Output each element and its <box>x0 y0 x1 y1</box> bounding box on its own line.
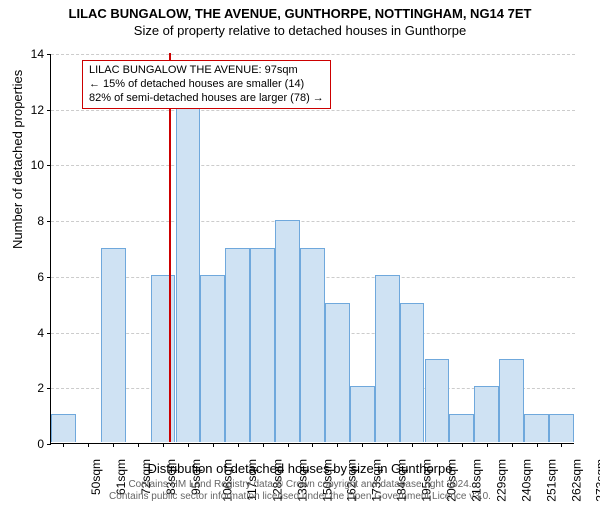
ytick-mark <box>47 165 51 166</box>
ytick-mark <box>47 333 51 334</box>
xtick-mark <box>362 443 363 447</box>
xtick-mark <box>263 443 264 447</box>
gridline <box>51 165 575 166</box>
annotation-line-2: ← 15% of detached houses are smaller (14… <box>89 78 324 92</box>
xtick-mark <box>88 443 89 447</box>
histogram-bar <box>250 248 275 443</box>
annotation-line-1: LILAC BUNGALOW THE AVENUE: 97sqm <box>89 64 324 78</box>
chart-title-address: LILAC BUNGALOW, THE AVENUE, GUNTHORPE, N… <box>0 6 600 21</box>
ytick-label: 2 <box>14 381 44 395</box>
xtick-mark <box>312 443 313 447</box>
ytick-mark <box>47 221 51 222</box>
footer-line-2: Contains public sector information licen… <box>0 491 600 503</box>
footer-attribution: Contains HM Land Registry data © Crown c… <box>0 479 600 503</box>
histogram-bar <box>200 275 225 442</box>
gridline <box>51 221 575 222</box>
histogram-chart: 0246810121450sqm61sqm72sqm83sqm95sqm106s… <box>50 54 574 444</box>
histogram-bar <box>400 303 425 442</box>
histogram-bar <box>425 359 450 442</box>
histogram-bar <box>375 275 400 442</box>
ytick-mark <box>47 388 51 389</box>
xtick-mark <box>213 443 214 447</box>
annotation-line-3: 82% of semi-detached houses are larger (… <box>89 92 324 106</box>
histogram-bar <box>151 275 176 442</box>
xtick-mark <box>462 443 463 447</box>
chart-subtitle: Size of property relative to detached ho… <box>0 23 600 38</box>
xtick-mark <box>561 443 562 447</box>
histogram-bar <box>524 414 549 442</box>
footer-line-1: Contains HM Land Registry data © Crown c… <box>0 479 600 491</box>
histogram-bar <box>474 386 499 442</box>
xtick-mark <box>437 443 438 447</box>
xtick-mark <box>188 443 189 447</box>
property-marker-line <box>169 53 171 442</box>
histogram-bar <box>449 414 474 442</box>
xtick-mark <box>113 443 114 447</box>
ytick-label: 10 <box>14 158 44 172</box>
xtick-mark <box>163 443 164 447</box>
x-axis-label: Distribution of detached houses by size … <box>0 461 600 476</box>
xtick-mark <box>63 443 64 447</box>
ytick-label: 14 <box>14 47 44 61</box>
histogram-bar <box>549 414 574 442</box>
ytick-label: 6 <box>14 270 44 284</box>
gridline <box>51 110 575 111</box>
histogram-bar <box>350 386 375 442</box>
ytick-mark <box>47 54 51 55</box>
ytick-label: 12 <box>14 103 44 117</box>
ytick-label: 0 <box>14 437 44 451</box>
histogram-bar <box>275 220 300 442</box>
histogram-bar <box>499 359 524 442</box>
annotation-box: LILAC BUNGALOW THE AVENUE: 97sqm ← 15% o… <box>82 60 331 109</box>
histogram-bar <box>51 414 76 442</box>
histogram-bar <box>101 248 126 443</box>
xtick-mark <box>138 443 139 447</box>
xtick-mark <box>337 443 338 447</box>
histogram-bar <box>325 303 350 442</box>
xtick-mark <box>512 443 513 447</box>
ytick-label: 8 <box>14 214 44 228</box>
ytick-mark <box>47 110 51 111</box>
xtick-mark <box>238 443 239 447</box>
xtick-mark <box>537 443 538 447</box>
xtick-mark <box>487 443 488 447</box>
histogram-bar <box>300 248 325 443</box>
gridline <box>51 54 575 55</box>
xtick-mark <box>387 443 388 447</box>
xtick-mark <box>288 443 289 447</box>
histogram-bar <box>225 248 250 443</box>
xtick-mark <box>412 443 413 447</box>
ytick-mark <box>47 277 51 278</box>
ytick-label: 4 <box>14 326 44 340</box>
histogram-bar <box>176 81 201 442</box>
plot-area: 0246810121450sqm61sqm72sqm83sqm95sqm106s… <box>50 54 574 444</box>
ytick-mark <box>47 444 51 445</box>
